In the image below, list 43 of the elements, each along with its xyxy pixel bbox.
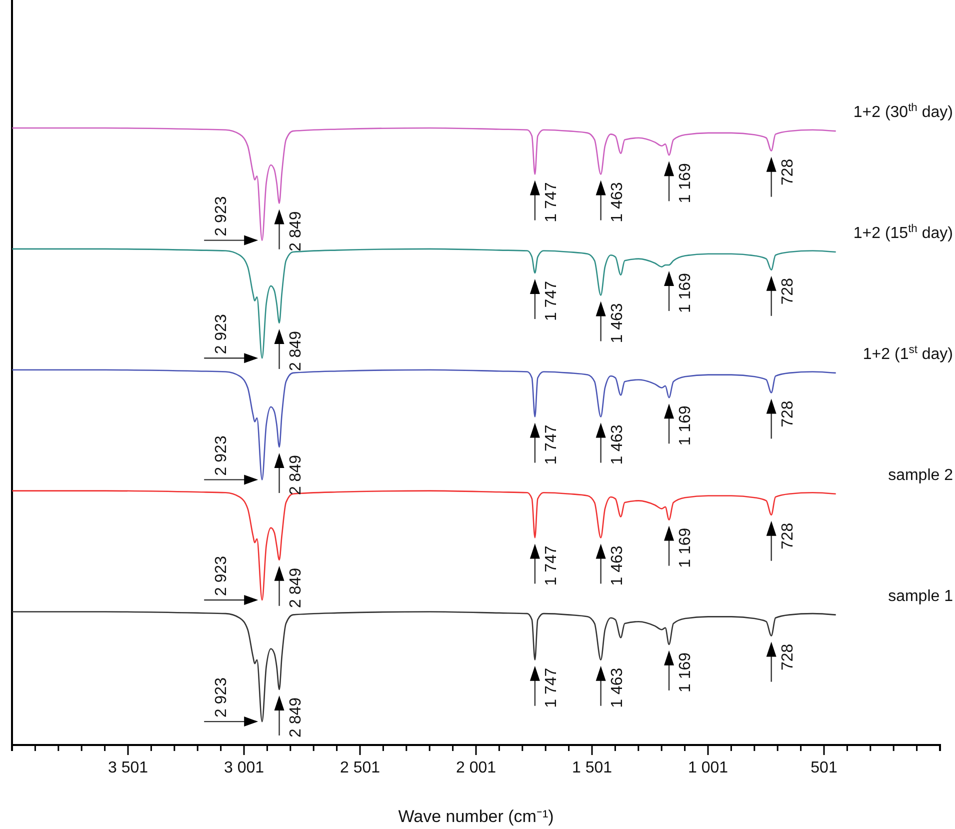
- annotation: 1 169: [677, 406, 694, 446]
- x-tick-label: 2 501: [340, 759, 380, 776]
- annotation: 1 747: [542, 280, 560, 322]
- x-tick-label: 1 501: [572, 759, 612, 776]
- text: sample 2: [888, 466, 954, 484]
- series-label: 1+2 (15$^{th}$ day): [853, 223, 953, 242]
- text: sample 1: [888, 588, 954, 605]
- annotation: 1 169: [677, 528, 694, 568]
- annotation: 1 463: [608, 303, 626, 344]
- series-label: 1+2 (1$^{st}$ day): [862, 344, 953, 363]
- annotation: 728: [779, 522, 796, 550]
- annotation: 1 747: [542, 424, 560, 465]
- annotation: 728: [779, 278, 796, 305]
- annotation: 2 923: [213, 196, 230, 236]
- annotation: 2 849: [287, 568, 304, 608]
- annotation: 2 923: [213, 556, 230, 596]
- annotation: 2 849: [287, 211, 304, 252]
- series-label: 1+2 (30$^{th}$ day): [853, 102, 953, 122]
- annotation: 728: [779, 644, 796, 670]
- annotation: 2 923: [213, 677, 230, 718]
- annotation: 728: [779, 158, 796, 186]
- x-tick-label: 1 001: [688, 759, 728, 776]
- annotation: 1 169: [677, 272, 694, 314]
- annotation: 1 463: [608, 668, 626, 708]
- annotation: 1 747: [542, 668, 560, 708]
- annotation: 2 923: [213, 314, 230, 354]
- annotation: 2 849: [287, 330, 304, 372]
- annotation: 1 747: [542, 546, 560, 586]
- annotation: 1 463: [608, 182, 626, 222]
- annotation: 1 463: [608, 546, 626, 586]
- annotation: 1 169: [677, 163, 694, 204]
- annotation: 2 849: [287, 697, 304, 738]
- annotation: 1 169: [677, 652, 694, 692]
- x-tick-label: 3 001: [224, 759, 264, 776]
- annotation: 2 923: [213, 436, 230, 476]
- x-axis-title: Wave number (cm⁻¹): [398, 807, 554, 826]
- annotation: 1 747: [542, 182, 560, 222]
- annotation: 1 463: [608, 424, 626, 465]
- annotation: 728: [779, 400, 796, 428]
- annotation: 2 849: [287, 454, 304, 496]
- x-tick-label: 2 001: [456, 759, 496, 776]
- x-tick-label: 501: [810, 759, 838, 776]
- x-tick-label: 3 501: [108, 759, 148, 776]
